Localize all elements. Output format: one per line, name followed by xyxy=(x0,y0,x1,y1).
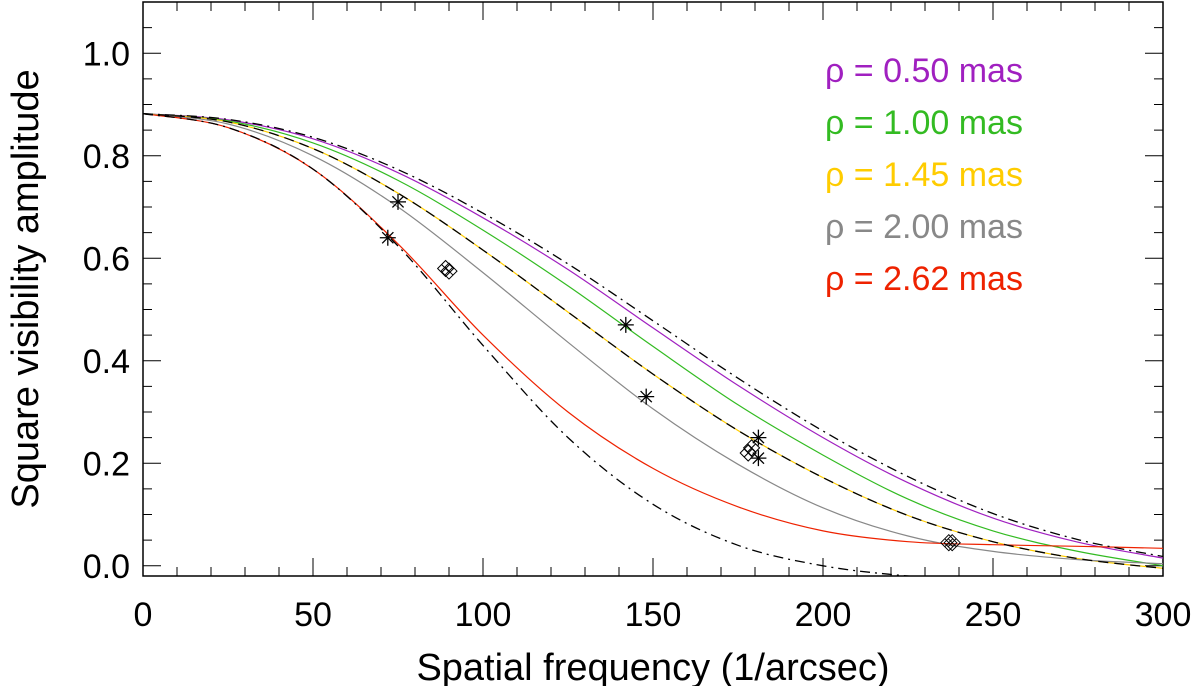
data-point xyxy=(750,450,767,467)
y-tick-label: 0.2 xyxy=(83,445,130,483)
x-tick-label: 200 xyxy=(795,596,852,634)
x-tick-label: 300 xyxy=(1135,596,1192,634)
x-tick-label: 250 xyxy=(965,596,1022,634)
series-line xyxy=(143,113,1163,567)
series-line xyxy=(143,113,1163,569)
x-tick-labels: 0 50 100 150 200 250 300 xyxy=(134,596,1192,634)
y-axis-label: Square visibility amplitude xyxy=(5,69,47,508)
data-points xyxy=(379,193,961,552)
legend-entry: ρ = 2.00 mas xyxy=(825,208,1023,246)
data-point xyxy=(750,429,767,446)
y-tick-labels: 0.0 0.2 0.4 0.6 0.8 1.0 xyxy=(83,35,130,586)
x-tick-label: 150 xyxy=(625,596,682,634)
data-point xyxy=(742,439,761,457)
x-tick-label: 50 xyxy=(294,596,332,634)
series-line xyxy=(143,113,1163,565)
y-tick-label: 0.4 xyxy=(83,343,130,381)
y-tick-label: 1.0 xyxy=(83,35,130,73)
data-point xyxy=(943,533,961,552)
data-point xyxy=(617,316,634,333)
data-point xyxy=(390,193,406,210)
legend-entry: ρ = 0.50 mas xyxy=(825,52,1023,90)
series-line xyxy=(143,113,1163,559)
legend-entry: ρ = 2.62 mas xyxy=(825,260,1023,298)
x-tick-label: 100 xyxy=(455,596,512,634)
series-line xyxy=(143,113,1163,558)
legend-entry: ρ = 1.45 mas xyxy=(825,156,1023,194)
x-tick-label: 0 xyxy=(134,596,153,634)
axis-ticks xyxy=(142,1,1164,576)
data-point xyxy=(440,262,458,280)
series-lines xyxy=(143,113,1163,576)
data-point xyxy=(638,388,655,405)
series-line xyxy=(143,113,916,576)
legend: ρ = 0.50 mas ρ = 1.00 mas ρ = 1.45 mas ρ = … xyxy=(825,52,1023,298)
x-axis-label: Spatial frequency (1/arcsec) xyxy=(416,647,889,686)
data-point xyxy=(379,229,396,246)
legend-entry: ρ = 1.00 mas xyxy=(825,104,1023,142)
data-point xyxy=(940,533,958,552)
y-tick-label: 0.6 xyxy=(83,240,130,278)
y-tick-label: 0.0 xyxy=(83,548,130,586)
y-tick-label: 0.8 xyxy=(83,138,130,176)
